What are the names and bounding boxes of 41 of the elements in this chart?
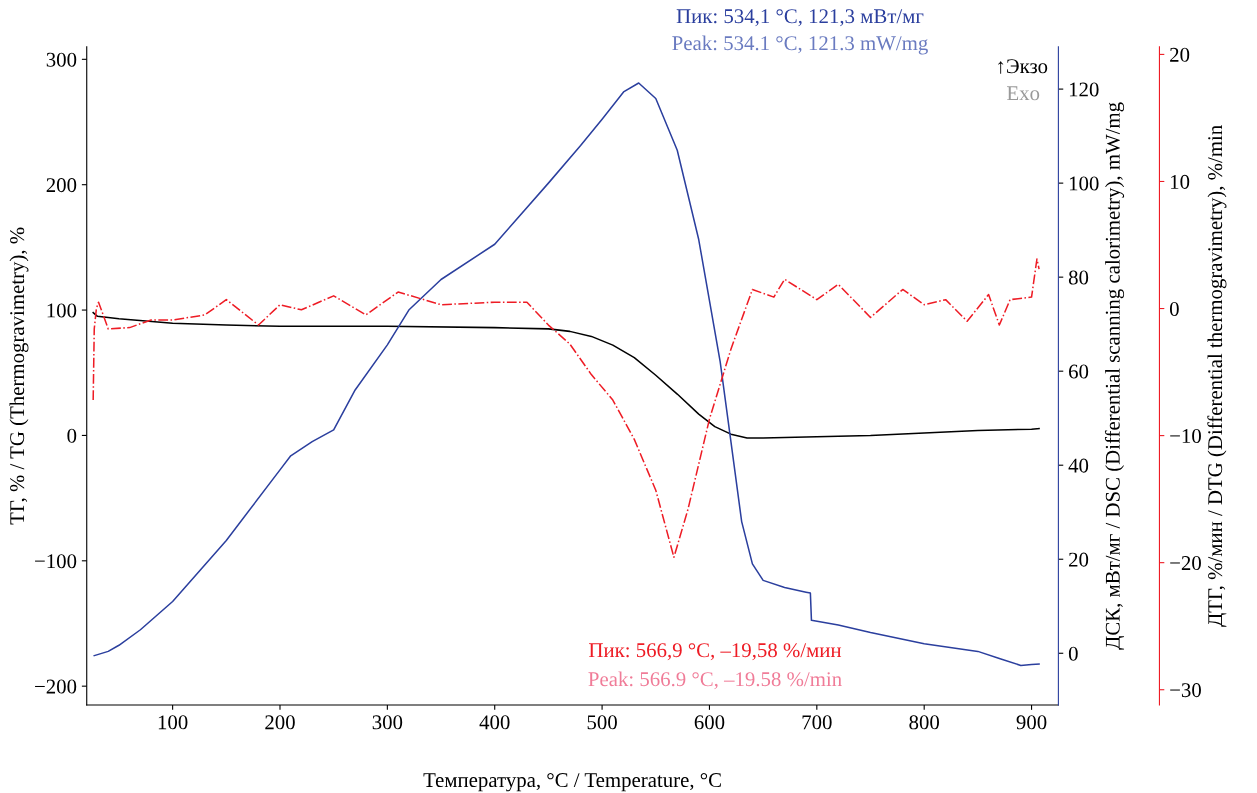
y-axis-title: ТГ, % / TG (Thermogravimetry), % [9, 227, 29, 525]
y2-tick-label: 100 [1069, 176, 1099, 191]
y2-tick-label: 40 [1068, 458, 1089, 473]
x-tick-label: 500 [587, 715, 617, 730]
y-tick-label: 100 [47, 303, 77, 318]
y3-tick-label: −10 [1170, 428, 1201, 444]
y3-tick-label: 10 [1171, 174, 1190, 189]
annotation: ↑Экзо [998, 59, 1048, 74]
y3-axis-title: ДТГ, %/мин / DTG (Differential thermogravimetry), %/min [1207, 125, 1227, 627]
x-tick-label: 300 [372, 715, 403, 730]
x-tick-label: 900 [1016, 715, 1047, 730]
y2-tick-label: 80 [1068, 270, 1089, 285]
x-tick-label: 200 [265, 715, 295, 730]
y2-axis-title: ДСК, мВт/мг / DSC (Differential scanning calorimetry), mW/mg [1104, 102, 1125, 650]
x-tick-label: 800 [909, 715, 940, 730]
y-tick-label: −200 [35, 679, 77, 694]
y-tick-label: 200 [46, 178, 77, 193]
annotation: Peak: 566.9 °C, –19.58 %/min [588, 671, 842, 690]
annotation: Peak: 534.1 °C, 121.3 mW/mg [672, 35, 928, 55]
x-tick-label: 600 [694, 715, 725, 730]
y3-tick-label: 20 [1170, 47, 1190, 62]
text: Пик: 534,1 °C, 121,3 мВт/мг [676, 9, 924, 27]
x-tick-label: 100 [158, 715, 188, 730]
y3-tick-label: −30 [1170, 683, 1201, 698]
y-tick-label: −100 [35, 554, 77, 569]
y2-tick-label: 0 [1068, 646, 1078, 661]
annotation: Пик: 566,9 °C, –19,58 %/мин [589, 643, 842, 661]
y3-tick-label: −20 [1170, 556, 1201, 571]
y3-tick-label: 0 [1169, 301, 1179, 316]
line-series [92, 311, 1040, 439]
y2-tick-label: 120 [1069, 82, 1099, 97]
line-series [92, 258, 1040, 559]
y-tick-label: 0 [67, 428, 77, 443]
line-series [93, 82, 1040, 667]
y-tick-label: 300 [46, 52, 77, 67]
y2-tick-label: 60 [1069, 364, 1089, 379]
x-axis-title: Температура, °C / Temperature, °C [423, 773, 721, 792]
annotation: Exo [1007, 86, 1040, 101]
x-tick-label: 400 [479, 715, 510, 730]
y2-tick-label: 20 [1069, 552, 1089, 567]
x-tick-label: 700 [802, 715, 832, 730]
